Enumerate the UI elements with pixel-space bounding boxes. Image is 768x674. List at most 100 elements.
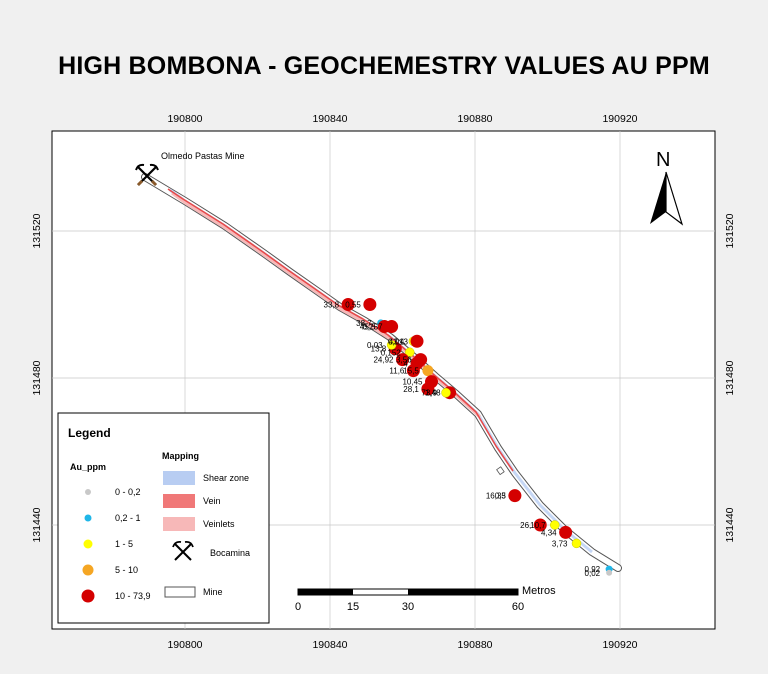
sample-point-4[interactable]: [377, 320, 391, 334]
sample-label-19: 0,3: [495, 492, 507, 501]
sample-label-21: 26,: [520, 521, 531, 530]
scale-unit: Metros: [522, 585, 556, 597]
sample-label-20: 16,35: [486, 492, 507, 501]
legend-mapping-item-1: Vein: [163, 494, 221, 508]
y-tick-right-0: 131520: [724, 213, 736, 248]
sample-point-0[interactable]: [341, 298, 355, 311]
legend-mapping-label-0: Shear zone: [203, 473, 249, 483]
legend-mapping-label-4: Mine: [203, 587, 223, 597]
north-label: N: [656, 149, 670, 171]
y-tick-left-0: 131520: [31, 213, 43, 248]
legend-mapping-label-1: Vein: [203, 496, 221, 506]
legend-au-title: Au_ppm: [70, 462, 106, 472]
scale-tick-0: 0: [295, 601, 301, 613]
scale-seg-1: [298, 589, 353, 595]
sample-label-13: 11,6: [389, 367, 405, 376]
sample-label-2: 38,7: [356, 319, 372, 328]
sample-point-16[interactable]: [421, 382, 435, 396]
y-tick-left-1: 131480: [31, 360, 43, 395]
sample-point-1[interactable]: [363, 298, 377, 311]
sample-point-8[interactable]: [386, 340, 397, 350]
sample-point-26[interactable]: [606, 569, 613, 576]
x-tick-bottom-1: 190840: [312, 639, 347, 651]
legend-au-label-2: 1 - 5: [115, 539, 133, 549]
mine-label: Olmedo Pastas Mine: [161, 151, 245, 161]
legend: Legend Au_ppm Mapping 0 - 0,2 0,2 - 1 1 - …: [57, 412, 270, 624]
x-tick-top-2: 190880: [457, 113, 492, 125]
north-arrow-icon: N: [650, 149, 684, 226]
legend-mapping-title: Mapping: [162, 451, 199, 461]
sample-label-18: 73,9: [421, 389, 437, 398]
map-title: HIGH BOMBONA - GEOCHEMESTRY VALUES AU PP…: [58, 52, 710, 80]
sample-label-7: 13,8: [371, 345, 387, 354]
legend-mapping-item-0: Shear zone: [163, 471, 249, 485]
scale-seg-3: [408, 589, 518, 595]
sample-point-9[interactable]: [405, 347, 415, 358]
sample-label-14: 15,5: [403, 367, 419, 376]
sample-point-14[interactable]: [422, 365, 434, 377]
scale-tick-1: 15: [347, 601, 359, 613]
sample-label-8: 0,03: [367, 341, 383, 350]
sample-label-24: 3,73: [552, 539, 568, 548]
sample-label-25: 0,92: [585, 565, 601, 574]
sample-point-22[interactable]: [559, 525, 573, 539]
sample-label-4: 45,5: [360, 323, 376, 332]
legend-au-symbol-0: [85, 489, 91, 495]
sample-label-6: 0,013: [388, 337, 409, 346]
legend-au-symbol-2: [83, 539, 93, 549]
sample-label-9: 0,152: [381, 348, 402, 357]
legend-au-symbol-4: [81, 589, 95, 603]
legend-au-label-4: 10 - 73,9: [115, 591, 151, 601]
scale-tick-2: 30: [402, 601, 414, 613]
sample-point-18[interactable]: [441, 387, 451, 398]
legend-mapping-items: Shear zone Vein Veinlets Bocamina Mine: [163, 471, 250, 598]
sample-point-13[interactable]: [406, 364, 420, 378]
sample-label-22: 4,34: [541, 528, 557, 537]
sample-label-1: 0,55: [345, 301, 361, 310]
sample-point-6[interactable]: [410, 334, 424, 348]
legend-mapping-item-4: Mine: [164, 586, 223, 598]
sample-point-20[interactable]: [508, 489, 522, 503]
legend-au-classes: 0 - 0,2 0,2 - 1 1 - 5 5 - 10 10 - 73,9: [81, 487, 151, 603]
sample-label-0: 33,8: [324, 301, 340, 310]
sample-label-23: 10,7: [530, 521, 546, 530]
y-tick-right-1: 131480: [724, 360, 736, 395]
sample-label-5: 43,4: [389, 337, 405, 346]
legend-mapping-label-2: Veinlets: [203, 519, 235, 529]
legend-au-symbol-1: [84, 514, 92, 522]
legend-au-label-1: 0,2 - 1: [115, 513, 141, 523]
legend-au-label-0: 0 - 0,2: [115, 487, 141, 497]
bocamina-icon[interactable]: [135, 163, 159, 187]
sample-label-17: 1,48: [425, 389, 441, 398]
sample-point-23[interactable]: [550, 520, 560, 530]
y-tick-left-2: 131440: [31, 507, 43, 542]
x-tick-bottom-0: 190800: [167, 639, 202, 651]
scale-tick-3: 60: [512, 601, 524, 613]
x-tick-top-1: 190840: [312, 113, 347, 125]
sample-label-11: 24,92: [373, 356, 394, 365]
mine-workings: [141, 173, 622, 572]
legend-mapping-item-2: Veinlets: [163, 517, 235, 531]
sample-point-21[interactable]: [533, 518, 547, 532]
sample-points: 33,8 0,5538,70,25745,543,40,01313,80,030,…: [324, 298, 613, 578]
sample-label-12: 4: [404, 359, 409, 368]
legend-mapping-label-3: Bocamina: [210, 548, 250, 558]
x-tick-bottom-3: 190920: [602, 639, 637, 651]
sample-label-15: 10,45: [402, 378, 423, 387]
legend-au-label-3: 5 - 10: [115, 565, 138, 575]
sample-point-24[interactable]: [571, 538, 582, 549]
sample-point-11[interactable]: [396, 353, 409, 367]
scale-bar: 0 15 30 60 Metros: [295, 585, 556, 613]
scale-tick-labels: 0 15 30 60: [295, 601, 524, 613]
sample-label-26: 0,02: [585, 569, 601, 578]
legend-au-symbol-3: [82, 564, 94, 576]
legend-mapping-item-3: Bocamina: [172, 540, 250, 561]
sample-label-3: 0,257: [363, 323, 384, 332]
sample-label-16: 28,1: [403, 385, 419, 394]
axis-tick-labels: 190800 190800 190840 190840 190880 190880 1909…: [31, 113, 736, 651]
x-tick-bottom-2: 190880: [457, 639, 492, 651]
legend-title: Legend: [68, 426, 111, 440]
tunnel-niche: [496, 466, 505, 476]
vein: [167, 188, 514, 472]
